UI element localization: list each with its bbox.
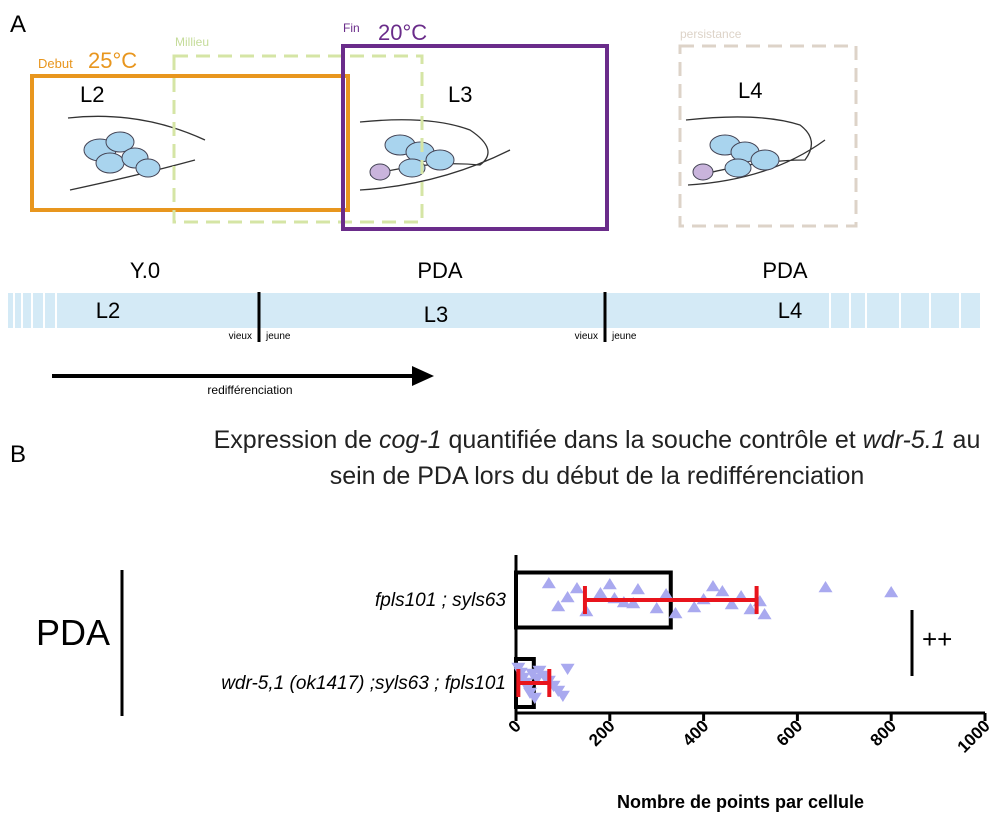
- data-point: [659, 588, 674, 600]
- phase-box: [341, 44, 609, 231]
- data-point: [602, 578, 617, 590]
- panel-label: B: [10, 441, 26, 468]
- data-point: [687, 601, 702, 613]
- data-point: [818, 581, 833, 593]
- error-bar: [582, 586, 759, 614]
- stage-label: L2: [80, 82, 104, 107]
- y-tick-label: fpls101 ; syls63: [375, 590, 506, 611]
- timeline-stage: L4: [778, 298, 802, 323]
- data-point: [626, 597, 641, 609]
- y-tick-label: wdr-5,1 (ok1417) ;syls63 ; fpls101: [221, 673, 506, 694]
- timeline-stripes: [13, 293, 961, 328]
- phase-temp: 25°C: [88, 48, 137, 73]
- x-tick-label: 600: [773, 716, 806, 749]
- x-axis-label: Nombre de points par cellule: [617, 792, 864, 812]
- data-point: [560, 591, 575, 603]
- error-bar: [516, 669, 552, 697]
- data-point: [551, 600, 566, 612]
- data-point: [649, 602, 664, 614]
- data-point: [743, 603, 758, 615]
- timeline-mark: jeune: [265, 331, 291, 342]
- phase-box: [172, 54, 424, 224]
- data-point: [541, 577, 556, 589]
- panel-label: A: [10, 11, 26, 38]
- timeline-mark: jeune: [611, 331, 637, 342]
- timeline-stage: L3: [424, 302, 448, 327]
- x-tick-label: 800: [867, 716, 900, 749]
- x-tick-label: 1000: [954, 716, 994, 756]
- stage-label: L4: [738, 78, 762, 103]
- data-point: [560, 663, 575, 675]
- data-point: [884, 586, 899, 598]
- timeline-mark: vieux: [229, 331, 252, 342]
- cell-label: PDA: [762, 258, 808, 283]
- title-part: quantifiée dans la souche contrôle et: [441, 426, 863, 454]
- title-part: au sein de PDA lors du début de la redif…: [329, 426, 981, 490]
- phase-name: Debut: [38, 56, 73, 71]
- title-part: Expression de: [213, 426, 379, 454]
- data-point: [527, 692, 542, 704]
- title-part: wdr-5.1: [862, 426, 946, 454]
- title-part: cog-1: [379, 426, 442, 454]
- timeline: [8, 293, 980, 328]
- data-point: [593, 587, 608, 599]
- data-point: [668, 607, 683, 619]
- phase-name: persistance: [680, 27, 742, 41]
- data-point: [555, 690, 570, 702]
- arrow-head: [412, 366, 434, 386]
- cell-label: PDA: [417, 258, 463, 283]
- data-point: [569, 582, 584, 594]
- data-point: [757, 608, 772, 620]
- group-label: PDA: [36, 612, 110, 653]
- data-point: [715, 585, 730, 597]
- arrow-label: redifférenciation: [207, 383, 292, 397]
- phase-temp: 20°C: [378, 20, 427, 45]
- phase-name: Millieu: [175, 35, 209, 49]
- chart-title: Expression de cog-1 quantifiée dans la s…: [200, 422, 994, 494]
- cells: [83, 131, 780, 181]
- data-point: [530, 673, 545, 685]
- stage-label: L3: [448, 82, 472, 107]
- phase-box: [678, 44, 858, 228]
- data-point: [724, 598, 739, 610]
- phase-box: [30, 74, 350, 212]
- cell-label: Y.0: [130, 258, 160, 283]
- timeline-stage: L2: [96, 298, 120, 323]
- x-tick-label: 400: [679, 716, 712, 749]
- data-point: [705, 580, 720, 592]
- worm-drawings: [67, 115, 826, 191]
- significance: ++: [922, 624, 952, 654]
- x-tick-label: 200: [585, 716, 618, 749]
- timeline-mark: vieux: [575, 331, 598, 342]
- phase-name: Fin: [343, 21, 360, 35]
- data-point: [630, 583, 645, 595]
